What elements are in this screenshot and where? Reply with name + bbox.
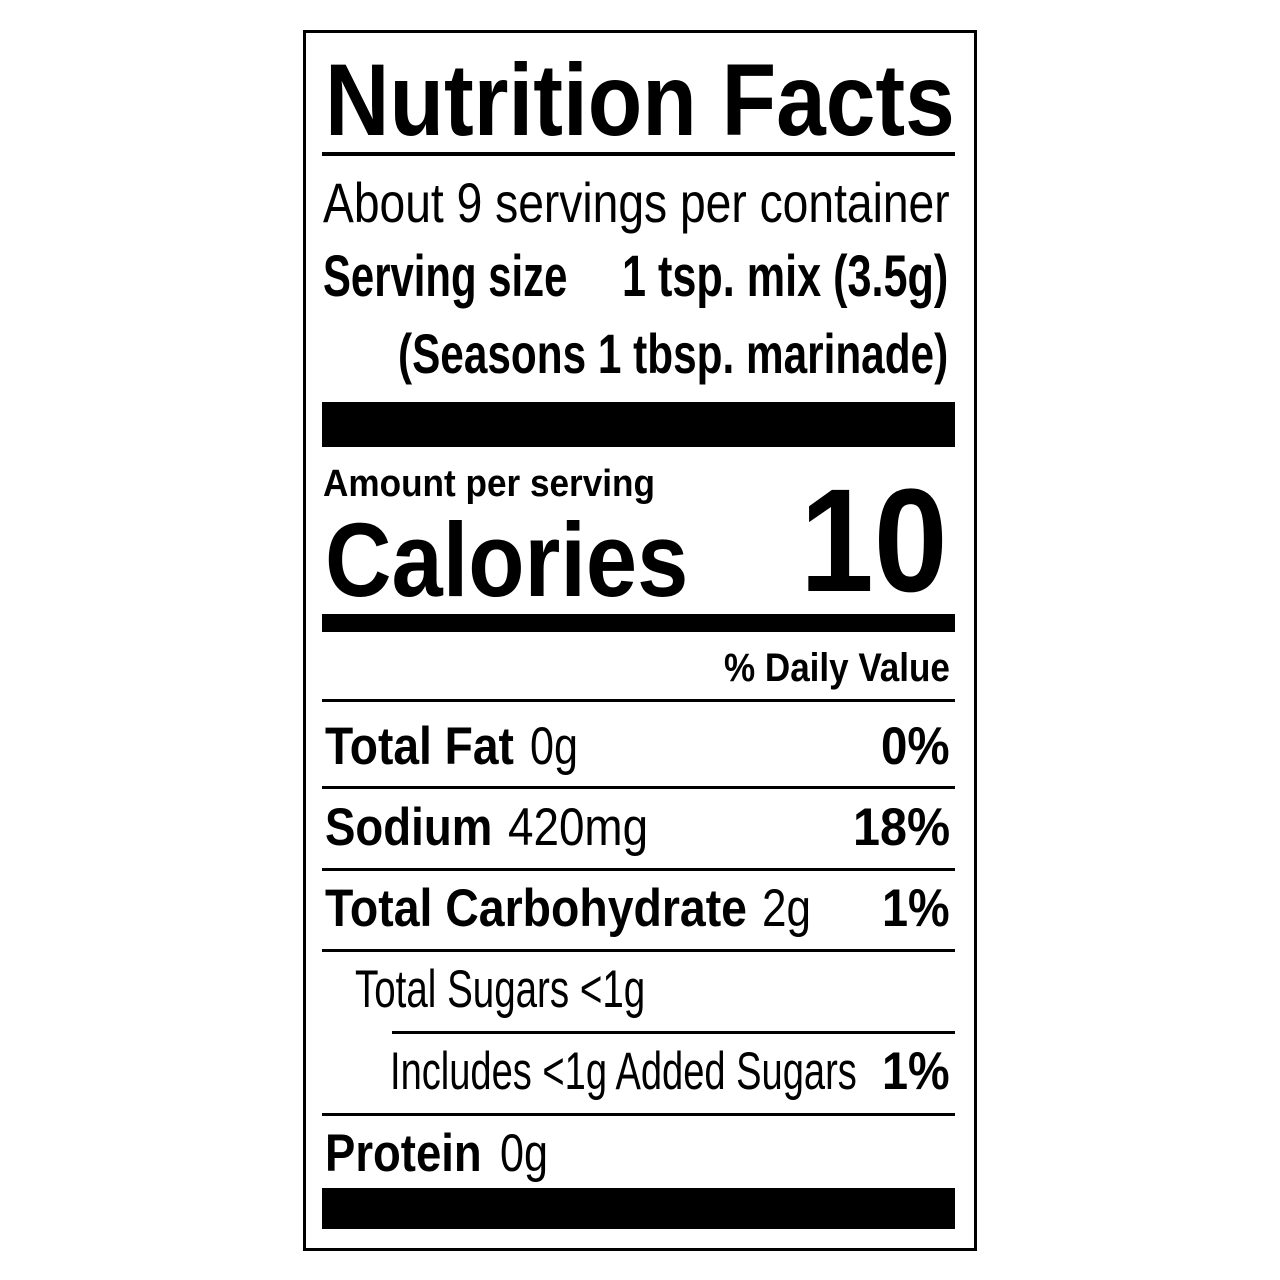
nutrient-label-protein: Protein [325,1124,482,1183]
nutrient-label-added-sugars: Includes <1g Added Sugars [390,1042,857,1101]
nutrient-amount-total-fat: 0g [530,717,578,776]
divider [322,152,955,156]
nutrient-dv-total-fat: 0% [881,717,950,776]
thick-divider [322,402,955,447]
calories-value: 10 [800,459,948,623]
daily-value-header: % Daily Value [724,646,950,690]
nutrient-amount-protein: 0g [500,1124,548,1183]
divider [322,868,955,871]
nutrient-dv-added-sugars: 1% [882,1042,950,1101]
nutrition-label-border [303,30,977,1251]
nutrient-dv-total-carbohydrate: 1% [882,879,950,938]
medium-divider [322,614,955,632]
title: Nutrition Facts [325,43,955,157]
divider [322,1113,955,1116]
serving-size-note: (Seasons 1 tbsp. marinade) [398,322,949,385]
serving-size-label: Serving size [323,244,568,309]
calories-label: Calories [325,502,689,619]
divider [322,949,955,952]
divider [322,786,955,789]
nutrient-amount-total-carbohydrate: 2g [762,879,811,938]
servings-per-container: About 9 servings per container [323,171,950,234]
serving-size-value: 1 tsp. mix (3.5g) [622,244,949,309]
nutrient-label-total-carbohydrate: Total Carbohydrate [325,879,747,938]
thick-divider [322,1188,955,1229]
nutrient-label-sodium: Sodium [325,798,493,857]
nutrient-label-total-sugars: Total Sugars <1g [355,960,646,1019]
divider [392,1031,955,1034]
nutrient-label-total-fat: Total Fat [325,717,514,776]
divider [322,699,955,702]
nutrient-amount-sodium: 420mg [508,798,649,857]
nutrient-dv-sodium: 18% [853,798,951,857]
amount-per-serving: Amount per serving [323,463,655,505]
